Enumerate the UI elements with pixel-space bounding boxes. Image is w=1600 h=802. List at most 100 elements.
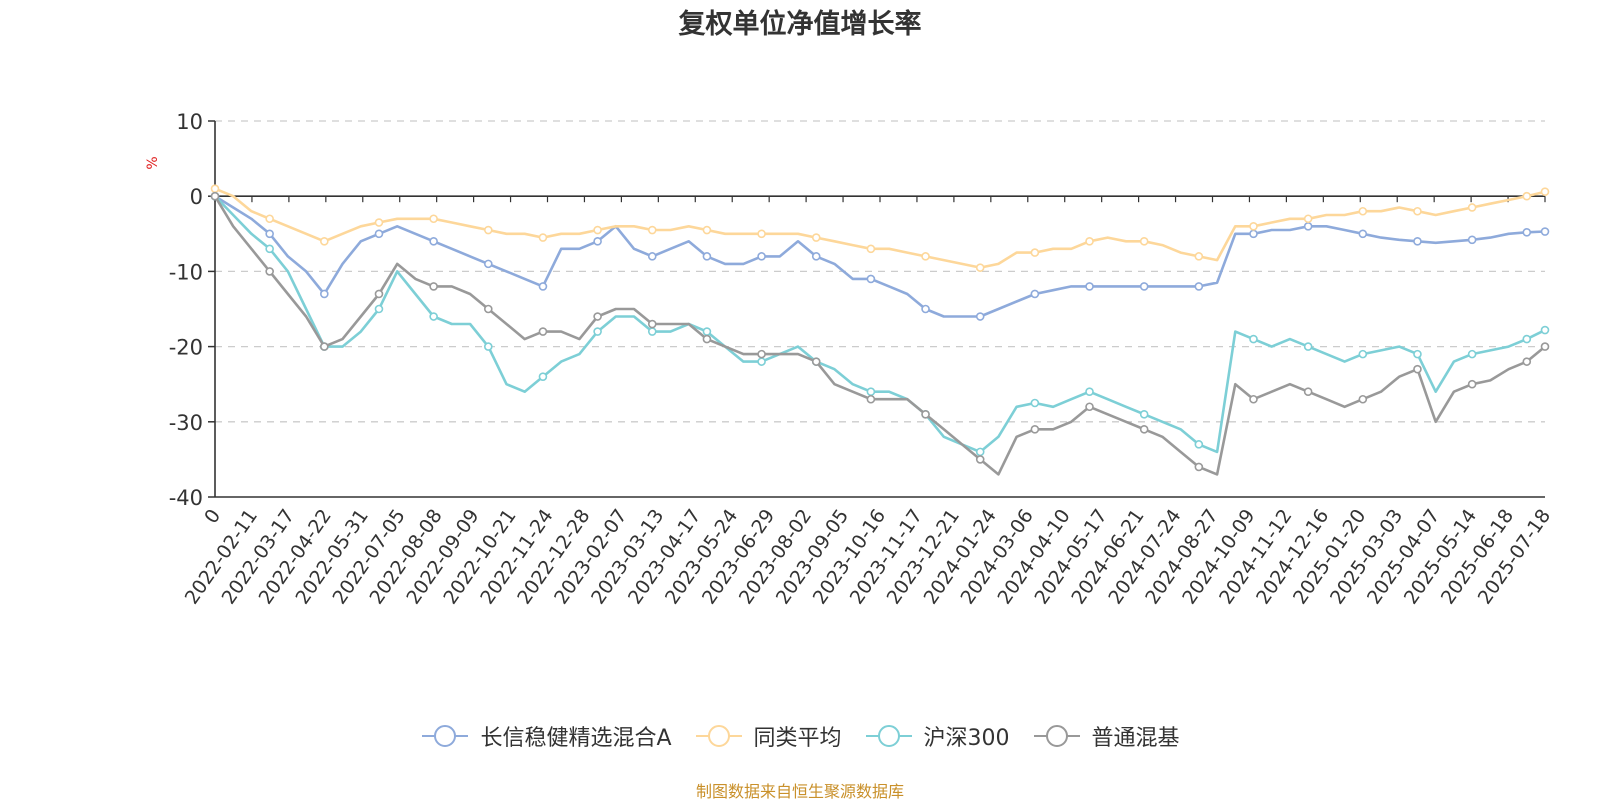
data-point — [374, 229, 384, 239]
data-point — [1139, 237, 1149, 246]
data-point — [866, 274, 876, 284]
data-point — [1522, 357, 1532, 366]
data-point — [1085, 282, 1094, 291]
data-point — [1139, 409, 1149, 419]
data-point — [265, 267, 274, 276]
data-point — [1085, 237, 1094, 246]
legend-item[interactable]: 同类平均 — [694, 720, 842, 752]
data-point — [1522, 191, 1532, 201]
data-point — [1030, 425, 1040, 434]
data-point — [538, 282, 548, 291]
data-point — [210, 184, 220, 193]
data-point — [1522, 334, 1532, 344]
data-point — [1540, 227, 1550, 236]
data-point — [921, 409, 930, 419]
data-point — [1540, 187, 1550, 196]
data-point — [210, 191, 220, 201]
data-point — [374, 304, 384, 314]
data-point — [1358, 229, 1368, 239]
data-point — [1194, 252, 1204, 261]
y-tick-label: 0 — [190, 185, 203, 209]
data-point — [320, 342, 329, 351]
data-point — [866, 394, 876, 404]
data-point — [647, 327, 657, 336]
series-group — [210, 184, 1550, 272]
source-note: 制图数据来自恒生聚源数据库 — [695, 782, 904, 801]
legend-marker-icon — [865, 725, 912, 747]
legend-marker-icon — [1033, 725, 1080, 747]
data-point — [1085, 387, 1094, 397]
data-point — [429, 282, 438, 291]
series-group — [210, 191, 1550, 457]
data-point — [265, 244, 274, 254]
data-point — [429, 237, 438, 246]
legend-item[interactable]: 沪深300 — [864, 720, 1010, 752]
data-point — [647, 319, 657, 329]
legend-label: 普通混基 — [1091, 726, 1180, 751]
data-point — [538, 327, 548, 336]
data-point — [483, 304, 493, 314]
data-point — [1413, 364, 1422, 374]
data-point — [538, 233, 548, 242]
data-point — [975, 263, 985, 272]
data-point — [1303, 214, 1313, 224]
data-point — [320, 289, 329, 299]
data-point — [1540, 325, 1550, 335]
data-point — [265, 214, 274, 224]
series-line — [213, 195, 1546, 476]
legend-item[interactable]: 普通混基 — [1032, 720, 1180, 752]
series-group — [210, 191, 1550, 321]
x-tick-label: 0 — [200, 505, 225, 528]
data-point — [921, 252, 930, 261]
data-point — [921, 304, 930, 314]
data-point — [757, 349, 766, 359]
data-point — [1303, 342, 1313, 351]
data-point — [1467, 235, 1477, 245]
data-point — [374, 289, 384, 299]
data-point — [1139, 425, 1149, 434]
data-point — [593, 327, 602, 336]
data-point — [320, 237, 329, 246]
data-point — [1303, 387, 1313, 397]
legend-item[interactable]: 长信稳健精选混合A — [420, 720, 672, 752]
data-point — [1303, 221, 1313, 231]
data-point — [1030, 248, 1040, 257]
data-point — [1540, 342, 1550, 351]
data-point — [702, 225, 712, 235]
y-tick-label: -10 — [169, 260, 203, 284]
data-point — [975, 447, 985, 457]
data-point — [483, 225, 493, 235]
data-point — [1249, 394, 1258, 404]
legend-marker-icon — [695, 725, 742, 747]
legend-label: 长信稳健精选混合A — [480, 726, 672, 751]
data-point — [1358, 394, 1368, 404]
legend-label: 沪深300 — [923, 726, 1010, 751]
legend: 长信稳健精选混合A 同类平均 沪深300 普通混基 — [0, 720, 1600, 752]
data-point — [702, 252, 712, 261]
y-tick-label: -40 — [169, 486, 203, 510]
data-point — [1467, 349, 1477, 359]
data-point — [1139, 282, 1149, 291]
data-point — [757, 252, 766, 261]
y-axis-label: % — [145, 156, 161, 169]
data-point — [538, 372, 548, 381]
data-point — [1249, 229, 1258, 239]
data-point — [1358, 349, 1368, 359]
gridlines — [215, 120, 1545, 423]
data-point — [429, 214, 438, 224]
data-point — [975, 312, 985, 321]
data-point — [1413, 349, 1422, 359]
data-point — [483, 342, 493, 351]
data-point — [593, 237, 602, 246]
data-point — [1194, 282, 1204, 291]
data-point — [757, 357, 766, 366]
data-point — [702, 334, 712, 344]
y-tick-label: -30 — [169, 411, 203, 435]
data-point — [593, 225, 602, 235]
data-point — [1413, 206, 1422, 216]
data-point — [1194, 440, 1204, 449]
series-lines — [210, 184, 1550, 476]
data-point — [1413, 237, 1422, 246]
data-point — [702, 327, 712, 336]
